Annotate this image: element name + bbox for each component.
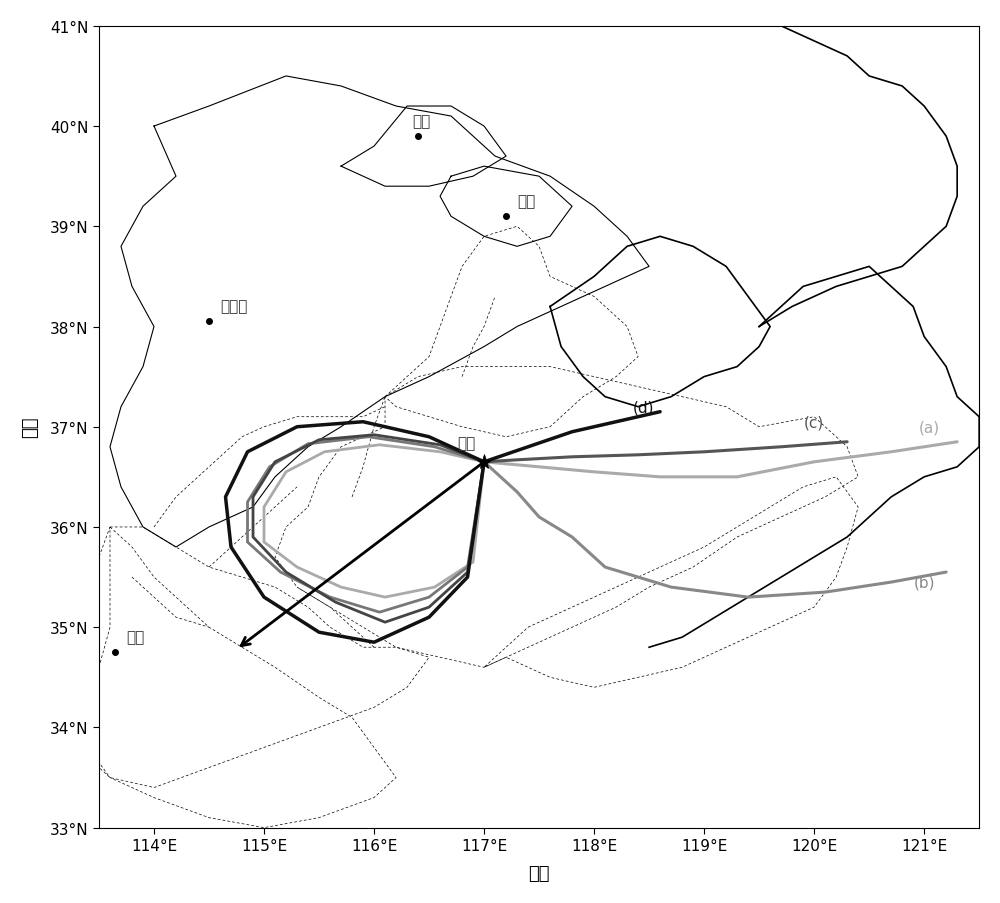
Text: (a): (a) — [919, 420, 940, 434]
Text: 石家庄: 石家庄 — [220, 299, 247, 314]
Text: (b): (b) — [913, 575, 935, 590]
Text: 济南: 济南 — [457, 435, 475, 451]
Text: (c): (c) — [804, 414, 824, 430]
Text: 郑州: 郑州 — [126, 629, 145, 645]
Text: 天津: 天津 — [517, 194, 535, 209]
Text: 北京: 北京 — [413, 114, 431, 129]
X-axis label: 经度: 经度 — [528, 864, 550, 882]
Y-axis label: 纬度: 纬度 — [21, 416, 39, 438]
Text: (d): (d) — [633, 400, 654, 414]
